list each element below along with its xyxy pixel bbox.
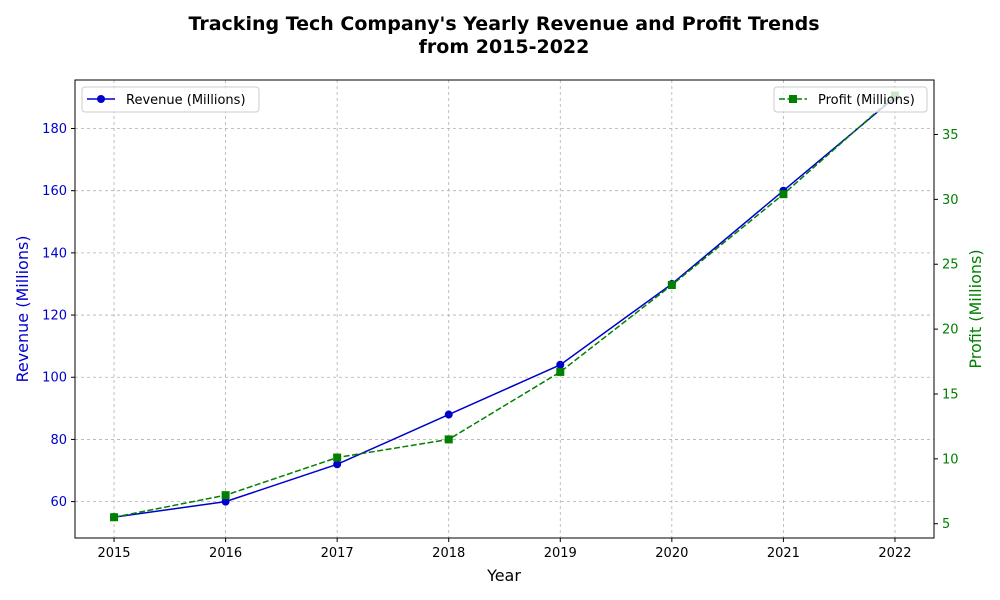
- x-tick-label: 2016: [209, 546, 242, 561]
- profit-data-point: [556, 367, 565, 376]
- profit-data-point: [444, 435, 453, 444]
- chart-title-line2: from 2015-2022: [419, 36, 590, 58]
- y-axis-left-label: Revenue (Millions): [13, 235, 32, 382]
- y-right-tick-label: 35: [942, 128, 959, 143]
- x-axis-label: Year: [486, 566, 521, 585]
- y-left-tick-label: 180: [42, 122, 67, 137]
- y-right-tick-label: 25: [942, 258, 959, 273]
- y-left-tick-label: 140: [42, 246, 67, 261]
- axis-ticks: 2015 2016 2017 2018 2019 2020 2021 202260801001…: [42, 122, 958, 561]
- y-left-tick-label: 100: [42, 371, 67, 386]
- revenue-data-point: [333, 460, 342, 469]
- legend-profit: Profit (Millions): [773, 86, 928, 113]
- profit-data-point: [110, 513, 119, 522]
- y-right-tick-label: 10: [942, 452, 959, 467]
- y-left-tick-label: 160: [42, 184, 67, 199]
- revenue-data-point: [444, 410, 453, 419]
- x-tick-label: 2019: [544, 546, 577, 561]
- profit-data-point: [779, 190, 788, 199]
- x-tick-label: 2018: [432, 546, 465, 561]
- revenue-series-line: [113, 96, 896, 518]
- legend-revenue-marker: [97, 95, 105, 103]
- revenue-data-point: [221, 497, 230, 506]
- legend-revenue-box: [81, 86, 260, 113]
- y-right-tick-label: 30: [942, 193, 959, 208]
- profit-data-point: [333, 453, 342, 462]
- legend-profit-marker: [789, 95, 797, 103]
- x-tick-label: 2017: [321, 546, 354, 561]
- legend-revenue-label: Revenue (Millions): [126, 93, 246, 108]
- legend-profit-label: Profit (Millions): [818, 93, 915, 108]
- profit-data-point: [221, 491, 230, 500]
- y-axis-right-label: Profit (Millions): [966, 249, 985, 368]
- y-left-tick-label: 60: [50, 495, 67, 510]
- x-tick-label: 2022: [878, 546, 911, 561]
- chart-title-line1: Tracking Tech Company's Yearly Revenue a…: [188, 13, 819, 35]
- legend-revenue: Revenue (Millions): [81, 86, 260, 113]
- y-right-tick-label: 5: [942, 517, 950, 532]
- x-tick-label: 2021: [767, 546, 800, 561]
- revenue-data-point: [556, 360, 565, 369]
- grid-lines: [75, 80, 934, 538]
- plot-area-frame: [74, 79, 935, 539]
- y-left-tick-label: 80: [50, 433, 67, 448]
- profit-data-point: [667, 280, 676, 289]
- y-left-tick-label: 120: [42, 309, 67, 324]
- x-tick-label: 2020: [655, 546, 688, 561]
- y-right-tick-label: 20: [942, 323, 959, 338]
- profit-series-line: [113, 95, 896, 518]
- y-right-tick-label: 15: [942, 387, 959, 402]
- x-tick-label: 2015: [97, 546, 130, 561]
- series-layer: [110, 91, 899, 522]
- legend-profit-box: [773, 86, 928, 113]
